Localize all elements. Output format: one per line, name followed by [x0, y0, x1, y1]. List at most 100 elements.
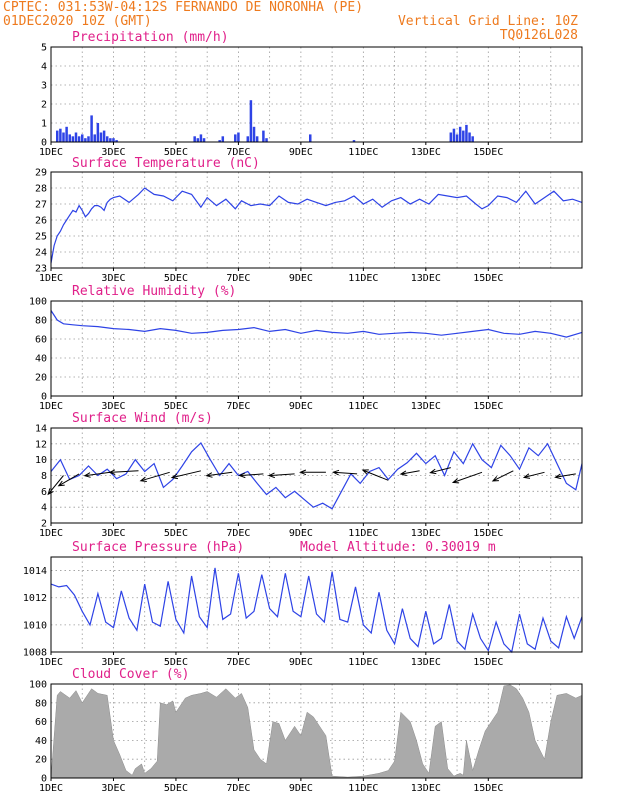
x-tick-label: 5DEC [164, 657, 188, 668]
precip-bar [55, 130, 59, 142]
wind-vector-arrow [429, 467, 451, 475]
panel-title: Relative Humidity (%) [72, 284, 236, 299]
y-tick-label: 1012 [23, 593, 47, 604]
wind-vector-arrow [205, 471, 233, 478]
panel-5: Cloud Cover (%) 0 20 40 60 80 100 1DEC 3DEC 5DEC 7… [29, 667, 583, 794]
x-tick-label: 9DEC [289, 401, 313, 412]
x-tick-label: 1DEC [39, 147, 63, 158]
precip-bar [93, 134, 96, 142]
x-tick-label: 1DEC [39, 401, 63, 412]
y-tick-label: 20 [35, 755, 47, 766]
x-tick-label: 11DEC [348, 783, 378, 794]
x-tick-label: 15DEC [473, 528, 503, 539]
precip-bar [90, 115, 93, 142]
x-tick-label: 11DEC [348, 401, 378, 412]
x-tick-label: 7DEC [226, 273, 250, 284]
x-tick-label: 5DEC [164, 783, 188, 794]
wind-vector-arrow [331, 469, 358, 476]
x-tick-label: 3DEC [101, 401, 125, 412]
precip-bar [87, 136, 90, 142]
y-tick-label: 14 [35, 424, 47, 435]
precip-bar [199, 134, 203, 142]
x-tick-label: 13DEC [411, 783, 441, 794]
y-tick-label: 1014 [23, 566, 47, 577]
model-altitude-note: Model Altitude: 0.30019 m [300, 540, 496, 555]
wind-vector-arrow [361, 469, 389, 481]
y-tick-label: 2 [41, 100, 47, 111]
panel-4: Surface Pressure (hPa) Model Altitude: 0.… [23, 540, 583, 668]
x-tick-label: 13DEC [411, 401, 441, 412]
y-tick-label: 0 [41, 774, 47, 785]
precip-bar [109, 138, 112, 142]
y-tick-label: 40 [35, 736, 47, 747]
panel-frame [50, 171, 583, 269]
y-tick-label: 29 [35, 168, 47, 179]
y-tick-label: 6 [41, 487, 47, 498]
precip-bar [218, 140, 221, 142]
precip-bar [77, 136, 81, 142]
precip-bar [62, 132, 65, 142]
y-tick-label: 12 [35, 439, 47, 450]
x-tick-label: 1DEC [39, 528, 63, 539]
x-tick-label: 9DEC [289, 528, 313, 539]
cloud-cover-area [50, 684, 583, 779]
x-tick-label: 11DEC [348, 147, 378, 158]
x-tick-label: 7DEC [226, 401, 250, 412]
precip-bar [262, 130, 265, 142]
panel-title: Surface Pressure (hPa) [72, 540, 244, 555]
wind-vector-arrow [399, 470, 420, 476]
x-tick-label: 5DEC [164, 273, 188, 284]
precip-bar [237, 132, 240, 142]
y-tick-label: 80 [35, 698, 47, 709]
precip-bar [74, 132, 78, 142]
wind-vector-arrow [267, 472, 295, 479]
precip-bar [80, 134, 84, 142]
y-tick-label: 10 [35, 455, 47, 466]
wind-vector-arrow [522, 471, 545, 479]
y-tick-label: 8 [41, 471, 47, 482]
y-tick-label: 40 [35, 354, 47, 365]
y-tick-label: 3 [41, 81, 47, 92]
y-tick-label: 0 [41, 392, 47, 403]
header-model: TQ0126L028 [500, 28, 578, 43]
y-tick-label: 5 [41, 43, 47, 54]
precip-bar [452, 128, 456, 142]
x-tick-label: 5DEC [164, 147, 188, 158]
panel-title: Surface Temperature (nC) [72, 156, 260, 171]
y-tick-label: 60 [35, 717, 47, 728]
precip-bar [255, 136, 259, 142]
precip-bar [102, 130, 106, 142]
series-line [50, 310, 583, 338]
y-tick-label: 4 [41, 503, 47, 514]
panel-frame [50, 427, 583, 524]
x-tick-label: 1DEC [39, 657, 63, 668]
x-tick-label: 11DEC [348, 273, 378, 284]
y-tick-label: 27 [35, 200, 47, 211]
x-tick-label: 5DEC [164, 528, 188, 539]
x-tick-label: 9DEC [289, 657, 313, 668]
precip-bar [252, 126, 256, 142]
precip-bar [234, 134, 237, 142]
x-tick-label: 13DEC [411, 147, 441, 158]
x-tick-label: 7DEC [226, 528, 250, 539]
x-tick-label: 1DEC [39, 783, 63, 794]
precip-bar [449, 132, 453, 142]
wind-vector-arrow [108, 469, 139, 475]
y-tick-label: 0 [41, 138, 47, 149]
x-tick-label: 7DEC [226, 657, 250, 668]
x-tick-label: 15DEC [473, 273, 503, 284]
x-tick-label: 3DEC [101, 273, 125, 284]
x-tick-label: 13DEC [411, 273, 441, 284]
precip-bar [105, 136, 109, 142]
precip-bar [202, 138, 206, 142]
x-tick-label: 15DEC [473, 147, 503, 158]
wind-vector-arrow [57, 473, 80, 487]
panel-3: Surface Wind (m/s) 2 4 6 8 10 12 14 1DEC 3DEC 5DEC… [35, 411, 583, 539]
y-tick-label: 4 [41, 62, 47, 73]
precip-bar [455, 134, 459, 142]
y-tick-label: 26 [35, 216, 47, 227]
y-tick-label: 80 [35, 316, 47, 327]
precip-bar [99, 132, 103, 142]
